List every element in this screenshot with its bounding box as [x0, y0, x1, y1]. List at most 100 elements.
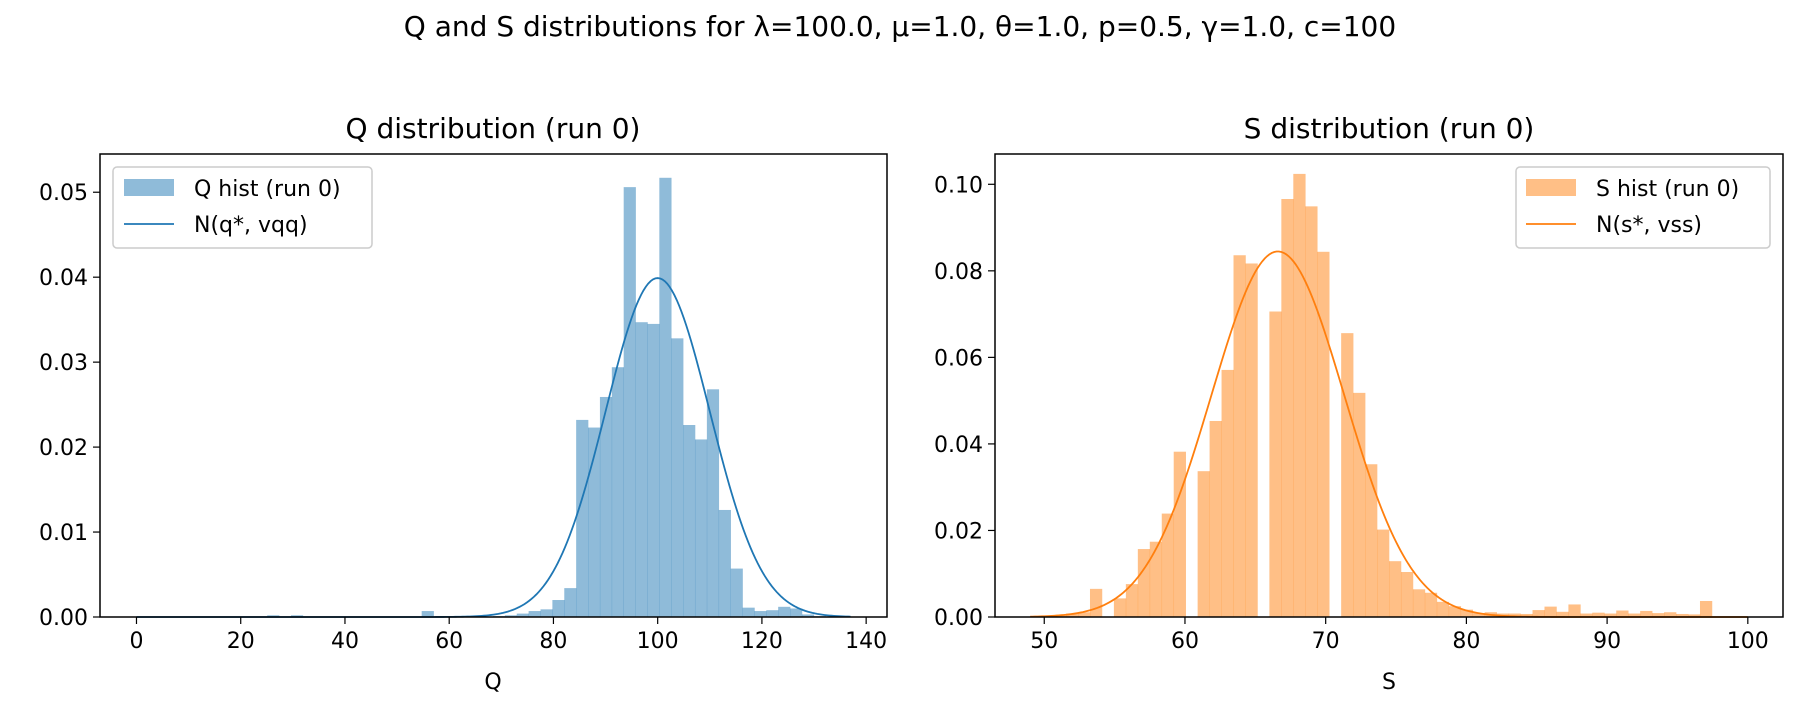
s-hist-bar — [1221, 369, 1234, 617]
s-y-tick-label: 0.00 — [934, 606, 983, 631]
s-hist-bar — [1652, 613, 1665, 617]
q-histogram — [267, 177, 826, 618]
q-hist-bar — [552, 600, 565, 617]
s-hist-bar — [1377, 529, 1390, 617]
q-normal-curve-line — [136, 277, 851, 618]
q-hist-bar — [564, 588, 577, 617]
q-hist-bar — [801, 614, 815, 617]
q-panel-title: Q distribution (run 0) — [346, 112, 641, 145]
s-legend-hist-label: S hist (run 0) — [1596, 177, 1739, 202]
s-hist-bar — [1245, 263, 1258, 617]
s-hist-bar — [1664, 612, 1677, 617]
q-hist-bar — [694, 439, 708, 617]
q-hist-bar — [683, 425, 696, 617]
s-hist-bar — [1197, 471, 1210, 617]
s-hist-bar — [1424, 592, 1438, 617]
q-x-tick-label: 100 — [637, 629, 679, 654]
s-hist-bar — [1556, 611, 1569, 617]
q-hist-bar — [635, 322, 648, 617]
figure-suptitle: Q and S distributions for λ=100.0, μ=1.0… — [404, 10, 1396, 43]
s-hist-bar — [1365, 464, 1378, 617]
s-legend: S hist (run 0) N(s*, vss) — [1515, 166, 1771, 249]
q-x-tick-label: 80 — [539, 629, 567, 654]
s-hist-bar — [1568, 604, 1581, 617]
s-hist-bar — [1113, 598, 1127, 617]
q-legend-curve-label: N(q*, vqq) — [194, 213, 308, 238]
q-y-tick-label: 0.04 — [39, 266, 88, 291]
q-x-tick-label: 120 — [741, 629, 783, 654]
s-hist-bar — [1448, 606, 1462, 617]
q-hist-bar — [778, 606, 791, 617]
s-y-tick-label: 0.06 — [934, 346, 983, 371]
s-legend-box — [1515, 166, 1771, 249]
s-x-axis-ticks: 50 60 70 80 90 100 — [1030, 617, 1769, 654]
s-axes-frame — [994, 153, 1784, 618]
q-hist-bar — [623, 187, 636, 617]
q-hist-bar — [576, 419, 589, 617]
s-hist-bar — [1580, 613, 1593, 617]
s-hist-bar — [1616, 610, 1629, 617]
s-y-axis-ticks: 0.00 0.02 0.04 0.06 0.08 0.10 — [934, 173, 995, 631]
q-hist-bar — [718, 509, 731, 617]
s-hist-bar — [1317, 251, 1330, 618]
s-x-tick-label: 60 — [1171, 629, 1199, 654]
q-x-axis-ticks: 0 20 40 60 80 100 120 140 — [129, 617, 887, 654]
q-distribution-panel: Q distribution (run 0) 0 20 40 60 80 100 120 14… — [39, 112, 888, 695]
s-y-tick-label: 0.04 — [934, 433, 983, 458]
q-hist-bar — [730, 568, 743, 617]
q-legend-hist-patch — [124, 179, 174, 196]
s-hist-bar — [1520, 613, 1533, 617]
s-x-tick-label: 100 — [1727, 629, 1769, 654]
s-hist-bar — [1640, 610, 1653, 617]
s-hist-bar — [1209, 420, 1222, 617]
s-hist-bar — [1173, 451, 1186, 617]
q-x-tick-label: 0 — [129, 629, 143, 654]
s-hist-bar — [1125, 584, 1139, 617]
s-hist-bar — [1161, 513, 1175, 617]
q-hist-bar — [671, 338, 684, 617]
q-x-tick-label: 140 — [845, 629, 887, 654]
q-hist-bar — [742, 607, 755, 617]
s-hist-bar — [1412, 589, 1426, 617]
q-hist-bar — [611, 367, 624, 617]
q-legend-hist-label: Q hist (run 0) — [194, 177, 341, 202]
s-hist-bar — [1149, 541, 1163, 617]
q-x-tick-label: 40 — [331, 629, 359, 654]
s-hist-bar — [1305, 206, 1318, 618]
s-hist-bar — [1066, 613, 1079, 617]
s-x-axis-label: S — [1382, 670, 1396, 695]
s-x-tick-label: 80 — [1452, 629, 1480, 654]
q-legend-box — [112, 166, 373, 249]
q-y-tick-label: 0.00 — [39, 606, 88, 631]
q-normal-curve — [136, 277, 851, 618]
s-hist-bar — [1544, 606, 1557, 617]
s-hist-bar — [1460, 609, 1474, 617]
s-hist-bar — [1532, 610, 1545, 617]
s-histogram — [1054, 173, 1713, 618]
q-hist-bar — [540, 609, 553, 617]
s-hist-bar — [1699, 600, 1713, 617]
q-x-tick-label: 20 — [227, 629, 255, 654]
q-hist-bar — [421, 611, 434, 617]
s-hist-bar — [1389, 561, 1402, 617]
q-y-tick-label: 0.02 — [39, 436, 88, 461]
q-hist-bar — [516, 613, 529, 617]
s-hist-bar — [1472, 613, 1485, 617]
q-hist-bar — [528, 611, 541, 617]
s-hist-bar — [1269, 311, 1282, 617]
q-x-axis-label: Q — [484, 670, 501, 695]
s-y-tick-label: 0.10 — [934, 173, 983, 198]
q-hist-bar — [588, 427, 601, 617]
s-x-tick-label: 90 — [1593, 629, 1621, 654]
s-distribution-panel: S distribution (run 0) 50 60 70 80 90 100 0.0… — [934, 112, 1784, 695]
s-panel-title: S distribution (run 0) — [1244, 112, 1535, 145]
s-hist-bar — [1078, 612, 1091, 617]
s-x-tick-label: 70 — [1312, 629, 1340, 654]
q-x-tick-label: 60 — [435, 629, 463, 654]
q-axes-frame — [99, 153, 888, 618]
q-hist-bar — [706, 389, 720, 617]
s-hist-bar — [1592, 612, 1605, 617]
q-y-axis-ticks: 0.00 0.01 0.02 0.03 0.04 0.05 — [39, 181, 100, 631]
s-hist-bar — [1436, 601, 1450, 617]
s-hist-bar — [1281, 199, 1294, 617]
